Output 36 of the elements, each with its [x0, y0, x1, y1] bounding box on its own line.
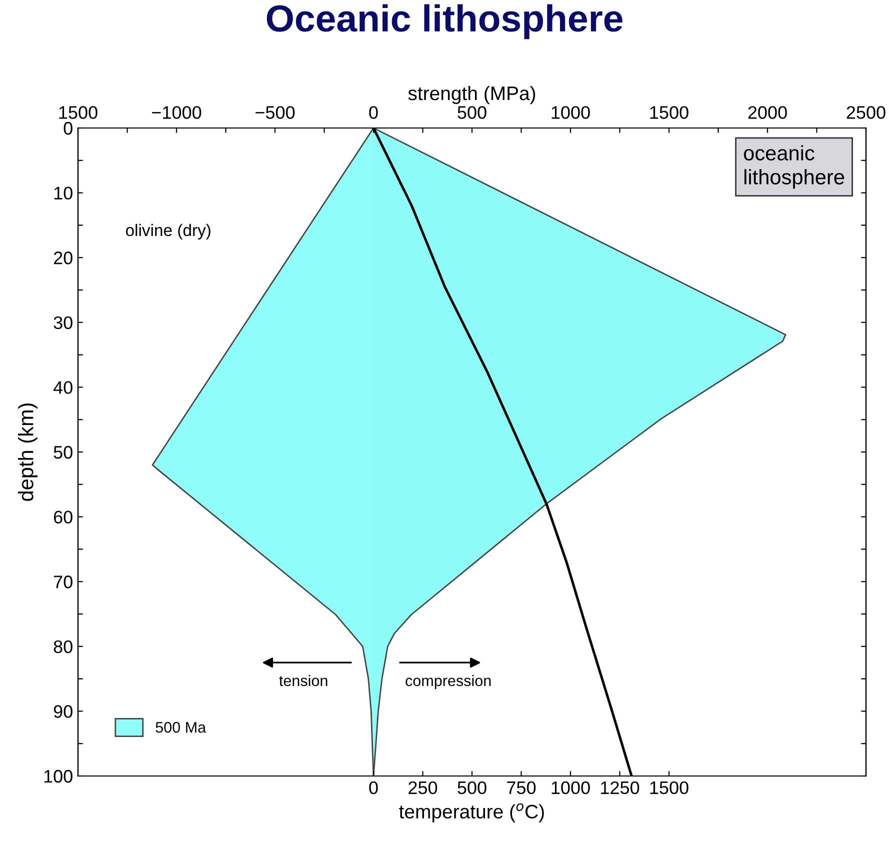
x-tick-label: 1500	[650, 781, 688, 794]
y-tick-label: 50	[54, 446, 72, 459]
x2-tick-label: 0	[369, 106, 378, 119]
x-tick-label: 1000	[552, 781, 590, 794]
x2-tick-label: −500	[256, 106, 295, 119]
annotation: olivine (dry)	[126, 224, 210, 240]
x2-tick-label: −1000	[152, 106, 202, 119]
x-tick-label: 1250	[601, 781, 640, 794]
x-tick-label: 750	[507, 781, 536, 794]
y-tick-label: 20	[54, 252, 72, 264]
y-tick-label: 10	[54, 186, 72, 200]
y-tick-label: 60	[54, 510, 72, 524]
y-tick-label: 0	[64, 122, 72, 135]
y-tick-label: 40	[53, 381, 72, 394]
annotation: oceanic lithosphere	[744, 145, 844, 189]
x2-axis-title: strength (MPa)	[408, 86, 536, 104]
x2-tick-label: 500	[458, 106, 486, 119]
x2-tick-label: 2500	[846, 106, 886, 119]
x-axis-title: temperature ($^{o}$C)	[399, 803, 544, 822]
y-tick-label: 80	[54, 640, 72, 654]
x-tick-label: 0	[369, 781, 378, 794]
y-axis-title: depth (km)	[18, 404, 38, 501]
annotation: tension	[279, 674, 328, 686]
y-tick-label: 70	[54, 576, 72, 588]
x2-tick-label: 1000	[552, 106, 590, 119]
x2-tick-label: 2000	[748, 106, 787, 119]
x2-tick-label: 1500	[650, 106, 688, 119]
legend-label: 500 Ma	[156, 722, 206, 733]
x-tick-label: 250	[408, 781, 438, 794]
annotation: compression	[406, 674, 491, 690]
x-tick-label: 500	[458, 781, 486, 794]
y-tick-label: 90	[54, 705, 72, 718]
y-tick-label: 100	[44, 770, 72, 783]
y-tick-label: 30	[54, 316, 72, 330]
chart-title: Oceanic lithosphere	[266, 4, 622, 40]
x2-tick-label: 1500	[59, 106, 98, 119]
